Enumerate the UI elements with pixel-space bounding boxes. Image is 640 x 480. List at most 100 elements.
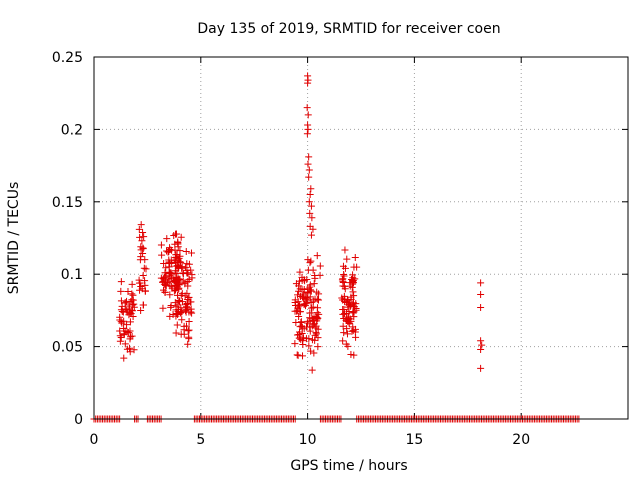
data-point bbox=[184, 340, 192, 348]
data-point bbox=[117, 287, 125, 295]
data-points bbox=[90, 72, 583, 423]
data-point bbox=[341, 264, 349, 272]
data-point bbox=[338, 276, 346, 284]
data-point bbox=[176, 297, 184, 305]
data-point bbox=[140, 264, 148, 272]
data-point bbox=[313, 315, 321, 323]
data-point bbox=[347, 350, 355, 358]
data-point bbox=[117, 278, 125, 286]
data-point bbox=[344, 314, 352, 322]
data-point bbox=[339, 322, 347, 330]
data-point bbox=[182, 301, 190, 309]
data-point bbox=[188, 274, 196, 282]
x-tick-label: 5 bbox=[196, 432, 205, 448]
data-point bbox=[116, 327, 124, 335]
data-point bbox=[166, 282, 174, 290]
data-point bbox=[119, 308, 127, 316]
data-point bbox=[307, 231, 315, 239]
data-point bbox=[305, 153, 313, 161]
data-point bbox=[303, 319, 311, 327]
data-point bbox=[316, 271, 324, 279]
data-point bbox=[174, 239, 182, 247]
y-axis-label: SRMTID / TECUs bbox=[6, 182, 22, 295]
data-point bbox=[171, 299, 179, 307]
data-point bbox=[127, 298, 135, 306]
tick-layer: 0 0.05 0.1 0.15 0.2 0.25 0 5 10 15 20 bbox=[52, 50, 628, 448]
y-tick-label: 0 bbox=[74, 412, 83, 428]
data-point bbox=[313, 295, 321, 303]
data-point bbox=[477, 290, 485, 298]
data-point bbox=[120, 324, 128, 332]
x-axis-label: GPS time / hours bbox=[290, 458, 407, 474]
data-point bbox=[140, 301, 148, 309]
data-point bbox=[136, 279, 144, 287]
data-point bbox=[182, 247, 190, 255]
data-point bbox=[349, 323, 357, 331]
data-point bbox=[309, 225, 317, 233]
data-point bbox=[295, 287, 303, 295]
data-point bbox=[307, 347, 315, 355]
data-point bbox=[166, 291, 174, 299]
data-point bbox=[139, 245, 147, 253]
data-point bbox=[315, 296, 323, 304]
data-point bbox=[185, 293, 193, 301]
data-point bbox=[340, 282, 348, 290]
data-point bbox=[123, 345, 131, 353]
data-point bbox=[477, 279, 485, 287]
data-point bbox=[179, 270, 187, 278]
data-point bbox=[185, 333, 193, 341]
data-point bbox=[314, 325, 322, 333]
data-point bbox=[160, 273, 168, 281]
data-point bbox=[159, 304, 167, 312]
data-point bbox=[142, 265, 150, 273]
data-point bbox=[291, 302, 299, 310]
data-point bbox=[349, 271, 357, 279]
data-point bbox=[129, 291, 137, 299]
data-point bbox=[309, 297, 317, 305]
data-point bbox=[162, 264, 170, 272]
data-point bbox=[304, 256, 312, 264]
data-point bbox=[157, 241, 165, 249]
data-point bbox=[139, 229, 147, 237]
data-point bbox=[129, 312, 137, 320]
data-point bbox=[303, 130, 311, 138]
data-point bbox=[178, 316, 186, 324]
data-point bbox=[138, 237, 146, 245]
data-point bbox=[352, 305, 360, 313]
data-point bbox=[173, 282, 181, 290]
data-point bbox=[339, 306, 347, 314]
data-point bbox=[313, 288, 321, 296]
data-point bbox=[158, 251, 166, 259]
data-point bbox=[181, 264, 189, 272]
data-point bbox=[309, 303, 317, 311]
data-point bbox=[316, 262, 324, 270]
data-point bbox=[174, 256, 182, 264]
data-point bbox=[165, 248, 173, 256]
data-point bbox=[126, 327, 134, 335]
data-point bbox=[175, 297, 183, 305]
data-point bbox=[304, 125, 312, 133]
data-point bbox=[296, 268, 304, 276]
data-point bbox=[306, 209, 314, 217]
data-point bbox=[183, 305, 191, 313]
data-point bbox=[303, 104, 311, 112]
data-point bbox=[118, 319, 126, 327]
data-point bbox=[314, 334, 322, 342]
data-point bbox=[128, 296, 136, 304]
data-point bbox=[177, 291, 185, 299]
data-point bbox=[295, 312, 303, 320]
data-point bbox=[304, 79, 312, 87]
data-point bbox=[126, 308, 134, 316]
data-point bbox=[177, 233, 185, 241]
data-point bbox=[162, 272, 170, 280]
data-point bbox=[172, 303, 180, 311]
data-point bbox=[299, 290, 307, 298]
data-point bbox=[291, 340, 299, 348]
data-point bbox=[184, 282, 192, 290]
data-point bbox=[477, 345, 485, 353]
x-tick-label: 20 bbox=[512, 432, 530, 448]
data-point bbox=[168, 282, 176, 290]
data-point bbox=[174, 310, 182, 318]
data-point bbox=[299, 352, 307, 360]
